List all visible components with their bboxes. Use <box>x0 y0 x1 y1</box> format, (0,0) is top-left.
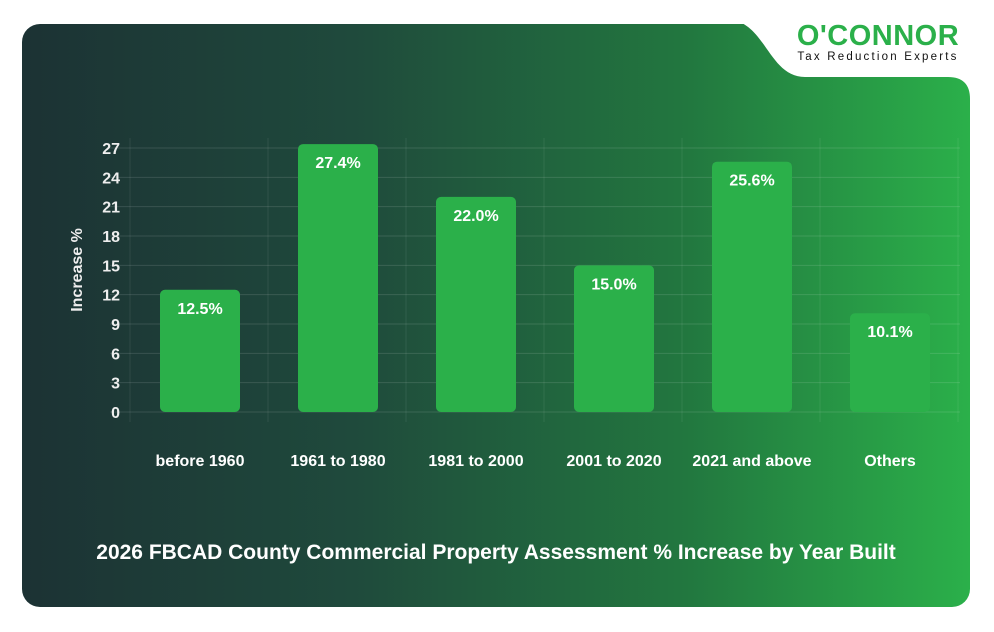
data-label: 25.6% <box>729 173 774 190</box>
y-tick-label: 18 <box>102 229 120 246</box>
y-axis-label: Increase % <box>69 228 86 312</box>
bar <box>436 196 516 412</box>
x-tick-label: Others <box>864 453 916 470</box>
bar <box>712 161 792 412</box>
bar <box>160 289 240 412</box>
chart-title: 2026 FBCAD County Commercial Property As… <box>96 541 896 564</box>
y-tick-label: 9 <box>111 317 120 334</box>
data-label: 22.0% <box>453 208 498 225</box>
data-label: 10.1% <box>867 324 912 341</box>
logo-notch <box>728 20 970 99</box>
data-label: 15.0% <box>591 276 636 293</box>
y-tick-label: 15 <box>102 258 120 275</box>
x-tick-label: 2001 to 2020 <box>566 453 661 470</box>
data-label: 12.5% <box>177 301 222 318</box>
x-tick-label: before 1960 <box>156 453 245 470</box>
y-tick-label: 0 <box>111 405 120 422</box>
bar <box>298 144 378 413</box>
oconnor-logo: O'CONNOR Tax Reduction Experts <box>786 20 970 63</box>
logo-tagline: Tax Reduction Experts <box>797 51 959 63</box>
x-tick-label: 1981 to 2000 <box>428 453 523 470</box>
data-label: 27.4% <box>315 155 360 172</box>
y-tick-label: 3 <box>111 376 120 393</box>
y-tick-label: 27 <box>102 141 120 158</box>
bar <box>850 313 930 412</box>
x-tick-label: 1961 to 1980 <box>290 453 385 470</box>
y-tick-label: 21 <box>102 200 120 217</box>
y-tick-label: 12 <box>102 288 120 305</box>
logo-name: O'CONNOR <box>796 20 960 52</box>
x-tick-label: 2021 and above <box>692 453 811 470</box>
y-tick-label: 6 <box>111 346 120 363</box>
bar <box>574 265 654 412</box>
y-tick-label: 24 <box>102 170 120 187</box>
